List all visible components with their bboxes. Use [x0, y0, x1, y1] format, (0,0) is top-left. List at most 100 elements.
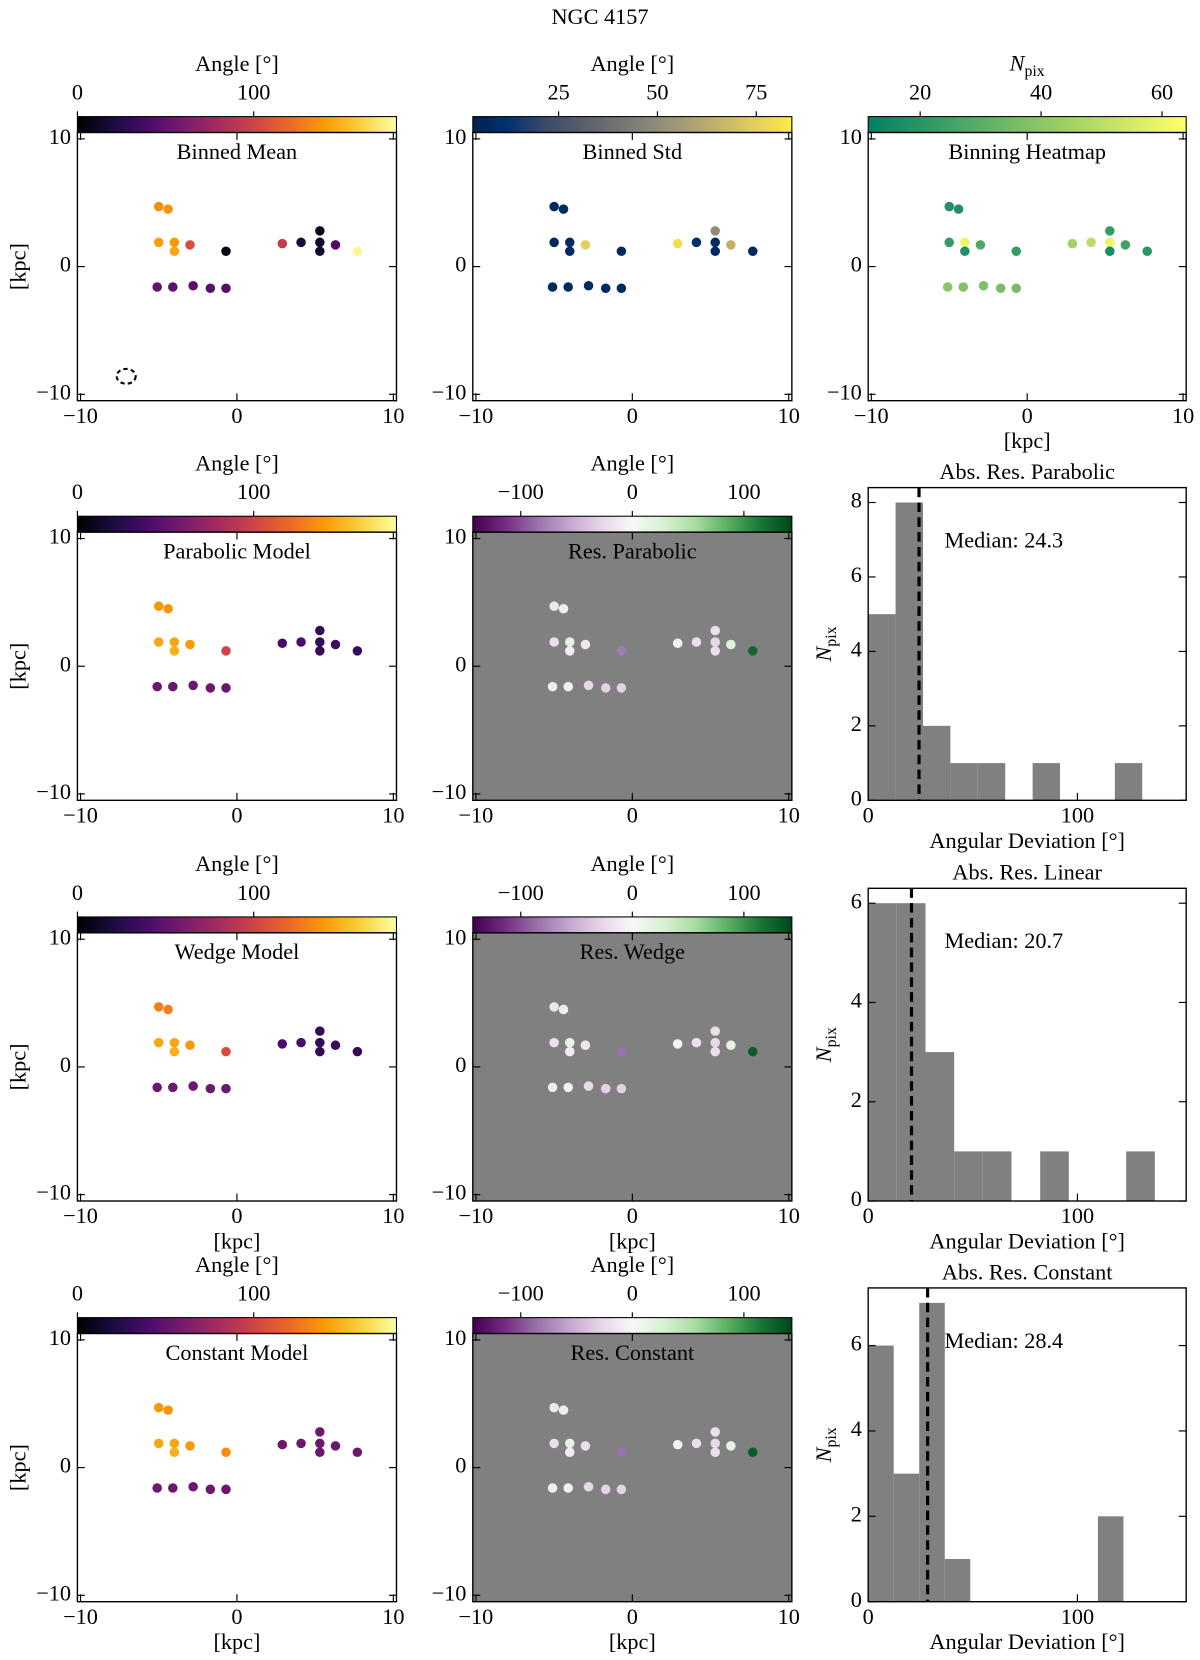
y-tick-label: 0	[60, 252, 71, 277]
x-tick-label: 0	[863, 1604, 874, 1629]
point	[153, 601, 164, 611]
point	[942, 282, 953, 292]
point	[691, 1037, 702, 1048]
y-tick-label: 10	[49, 124, 71, 149]
point	[563, 1483, 573, 1493]
colorbar	[472, 116, 793, 134]
point	[710, 237, 720, 248]
point	[185, 1441, 195, 1451]
point	[726, 1441, 736, 1451]
point	[583, 680, 594, 691]
point	[583, 280, 594, 291]
x-axis-label: [kpc]	[609, 1629, 656, 1654]
y-tick-label: 10	[444, 124, 466, 149]
colorbar-tick-label: 0	[627, 880, 638, 905]
point	[169, 1447, 180, 1458]
y-axis-label-main: N	[811, 646, 836, 663]
point	[153, 1037, 164, 1048]
axes-background	[472, 532, 792, 801]
point	[315, 1447, 325, 1458]
point	[960, 237, 970, 248]
x-axis-label: [kpc]	[609, 1229, 656, 1254]
point	[205, 1484, 216, 1495]
y-tick-label: 4	[851, 637, 862, 662]
point	[549, 1438, 559, 1449]
y-tick-label: 4	[851, 1416, 862, 1441]
point	[188, 1481, 198, 1492]
point	[315, 1026, 325, 1036]
y-axis-label-main: N	[811, 1446, 836, 1463]
x-tick-label: −10	[63, 1203, 98, 1228]
y-tick-label: 0	[851, 785, 862, 810]
y-tick-label: 0	[455, 1453, 466, 1478]
y-tick-label: −10	[36, 379, 71, 404]
colorbar-tick-label: 0	[627, 479, 638, 504]
point	[315, 237, 325, 248]
y-tick-label: 8	[851, 488, 862, 513]
axes-background	[472, 932, 792, 1202]
point	[153, 237, 164, 248]
point	[616, 1083, 627, 1094]
x-tick-label: 10	[1172, 403, 1194, 428]
x-axis-label: [kpc]	[1004, 428, 1051, 453]
x-tick-label: 10	[382, 403, 404, 428]
colorbar-label-main: N	[1009, 51, 1026, 76]
point	[330, 240, 341, 250]
point	[221, 1046, 231, 1057]
point	[163, 1004, 173, 1015]
hist-title: Abs. Res. Parabolic	[939, 459, 1115, 484]
y-tick-label: 0	[60, 1052, 71, 1077]
point	[1086, 237, 1096, 248]
x-tick-label: 0	[231, 802, 242, 827]
bar	[977, 763, 1006, 801]
median-annotation: Median: 24.3	[945, 527, 1064, 552]
point	[296, 237, 306, 248]
point	[188, 280, 198, 291]
point	[153, 637, 164, 647]
colorbar	[76, 116, 398, 134]
point	[185, 240, 195, 250]
panel-title: Constant Model	[166, 1340, 309, 1365]
point	[296, 1438, 306, 1449]
colorbar-label: Angle [°]	[195, 450, 279, 475]
colorbar-tick-label: 50	[646, 79, 668, 104]
figure-title: NGC 4157	[551, 4, 648, 29]
point	[616, 283, 627, 294]
y-tick-label: −10	[36, 1180, 71, 1205]
colorbar-tick-label: 100	[237, 1280, 270, 1305]
y-tick-label: 10	[49, 924, 71, 949]
point	[163, 1405, 173, 1415]
colorbar-label: Angle [°]	[195, 1252, 279, 1277]
y-axis-label: [kpc]	[5, 643, 30, 690]
colorbar-tick-label: 20	[909, 79, 931, 104]
point	[352, 246, 363, 257]
x-tick-label: 10	[778, 1203, 800, 1228]
point	[583, 1081, 594, 1091]
point	[547, 1483, 558, 1493]
bar	[868, 614, 896, 801]
point	[153, 1402, 164, 1413]
point	[152, 681, 162, 692]
point	[153, 1438, 164, 1449]
bar	[944, 1559, 971, 1602]
point	[169, 1046, 180, 1057]
point	[564, 646, 575, 656]
bar	[1040, 1151, 1069, 1202]
bar	[1097, 1516, 1124, 1602]
point	[953, 204, 964, 214]
y-tick-label: 4	[851, 988, 862, 1013]
point	[1120, 240, 1131, 250]
axes-background	[472, 1333, 792, 1602]
point	[315, 637, 325, 647]
x-axis-label: Angular Deviation [°]	[929, 1229, 1125, 1254]
x-tick-label: 100	[1061, 1604, 1094, 1629]
y-tick-label: −10	[432, 779, 467, 804]
point	[944, 237, 955, 248]
y-tick-label: 6	[851, 562, 862, 587]
point	[549, 601, 559, 611]
colorbar-tick-label: −100	[498, 880, 544, 905]
point	[710, 226, 720, 236]
point	[352, 1046, 363, 1057]
x-tick-label: 10	[778, 802, 800, 827]
point	[616, 1447, 627, 1458]
